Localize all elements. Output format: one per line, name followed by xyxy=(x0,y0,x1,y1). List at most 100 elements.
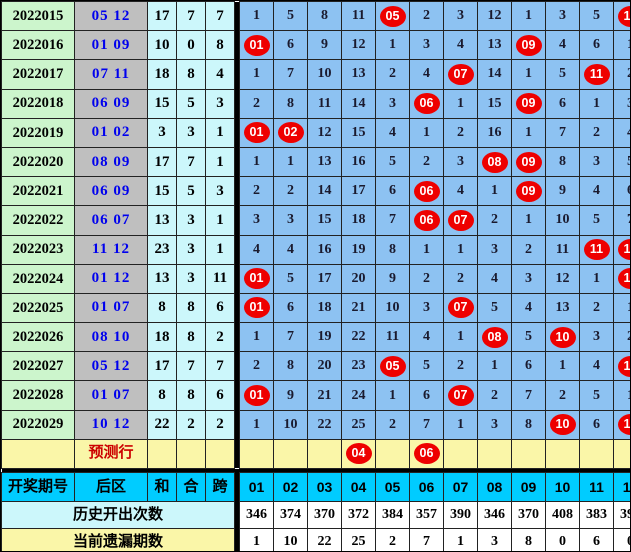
hit-ball: 12 xyxy=(617,5,630,27)
number-cell: 1 xyxy=(443,409,478,440)
number-cell: 5 xyxy=(579,1,614,32)
combo-cell: 8 xyxy=(176,59,206,90)
hit-ball: 08 xyxy=(481,326,508,348)
history-value: 390 xyxy=(613,500,630,529)
prediction-cell xyxy=(239,438,274,469)
number-cell: 2 xyxy=(409,1,444,32)
column-separator xyxy=(234,528,240,551)
period-cell: 2022018 xyxy=(1,88,75,119)
number-cell: 01 xyxy=(239,292,274,324)
number-cell: 7 xyxy=(375,205,410,236)
sum-cell: 22 xyxy=(147,409,177,440)
period-cell: 2022025 xyxy=(1,292,75,324)
number-cell: 1 xyxy=(239,59,274,90)
back-zone-cell: 08 09 xyxy=(74,146,148,178)
combo-cell: 3 xyxy=(176,234,206,265)
number-cell: 9 xyxy=(545,176,580,207)
combo-cell: 5 xyxy=(176,176,206,207)
column-separator xyxy=(234,235,240,265)
number-cell: 21 xyxy=(307,380,342,411)
number-cell: 16 xyxy=(477,117,512,148)
number-cell: 13 xyxy=(307,146,342,178)
number-cell: 4 xyxy=(579,176,614,207)
combo-cell: 7 xyxy=(176,1,206,32)
number-cell: 2 xyxy=(375,59,410,90)
number-cell: 8 xyxy=(375,234,410,265)
number-cell: 1 xyxy=(511,117,546,148)
header-number: 09 xyxy=(511,471,546,502)
column-separator xyxy=(234,264,240,294)
number-cell: 23 xyxy=(341,351,376,382)
number-cell: 13 xyxy=(341,59,376,90)
number-cell: 3 xyxy=(273,205,308,236)
back-zone-cell: 06 09 xyxy=(74,176,148,207)
number-cell: 3 xyxy=(239,205,274,236)
number-cell: 1 xyxy=(477,176,512,207)
number-cell: 10 xyxy=(273,409,308,440)
number-cell: 06 xyxy=(409,176,444,207)
number-cell: 3 xyxy=(477,234,512,265)
header-combo: 合 xyxy=(176,471,206,502)
number-cell: 4 xyxy=(375,117,410,148)
back-zone-cell: 06 07 xyxy=(74,205,148,236)
number-cell: 1 xyxy=(273,146,308,178)
number-cell: 6 xyxy=(409,380,444,411)
number-cell: 01 xyxy=(239,263,274,294)
sum-cell: 23 xyxy=(147,234,177,265)
number-cell: 2 xyxy=(477,380,512,411)
combo-cell: 8 xyxy=(176,322,206,353)
span-cell: 8 xyxy=(205,30,235,61)
header-span: 跨 xyxy=(205,471,235,502)
number-cell: 6 xyxy=(511,351,546,382)
combo-cell: 2 xyxy=(176,409,206,440)
column-separator xyxy=(234,322,240,352)
span-cell: 1 xyxy=(205,205,235,236)
header-back-zone: 后区 xyxy=(74,471,148,502)
history-value: 357 xyxy=(409,500,444,529)
history-row: 历史开出次数 346 374 370 372 384 357 390 346 370 408 383 3… xyxy=(1,500,630,529)
hit-ball: 12 xyxy=(617,268,630,290)
history-value: 390 xyxy=(443,500,478,529)
number-cell: 12 xyxy=(341,30,376,61)
sum-cell: 10 xyxy=(147,30,177,61)
period-cell: 2022015 xyxy=(1,1,75,32)
number-cell: 08 xyxy=(477,322,512,353)
prediction-blank xyxy=(205,438,235,469)
number-cell: 05 xyxy=(375,351,410,382)
number-cell: 4 xyxy=(409,322,444,353)
number-cell: 1 xyxy=(613,30,630,61)
hit-ball: 09 xyxy=(515,151,542,173)
combo-cell: 3 xyxy=(176,205,206,236)
number-cell: 2 xyxy=(613,322,630,353)
period-cell: 2022023 xyxy=(1,234,75,265)
number-cell: 3 xyxy=(545,1,580,32)
missing-value: 1 xyxy=(443,527,478,551)
number-cell: 12 xyxy=(613,234,630,265)
missing-value: 22 xyxy=(307,527,342,551)
number-cell: 5 xyxy=(375,146,410,178)
back-zone-cell: 01 07 xyxy=(74,380,148,411)
period-cell: 2022020 xyxy=(1,146,75,178)
number-cell: 1 xyxy=(239,322,274,353)
column-separator xyxy=(234,176,240,206)
number-cell: 5 xyxy=(477,292,512,324)
number-cell: 20 xyxy=(307,351,342,382)
number-cell: 9 xyxy=(375,263,410,294)
prediction-row: 预测行 04 06 xyxy=(1,438,630,469)
number-cell: 2 xyxy=(375,409,410,440)
hit-ball: 01 xyxy=(243,122,270,144)
hit-ball: 09 xyxy=(515,180,542,202)
number-cell: 1 xyxy=(579,263,614,294)
number-cell: 8 xyxy=(545,146,580,178)
history-value: 383 xyxy=(579,500,614,529)
number-cell: 4 xyxy=(579,351,614,382)
sum-cell: 15 xyxy=(147,88,177,119)
number-cell: 1 xyxy=(613,380,630,411)
number-cell: 5 xyxy=(579,380,614,411)
